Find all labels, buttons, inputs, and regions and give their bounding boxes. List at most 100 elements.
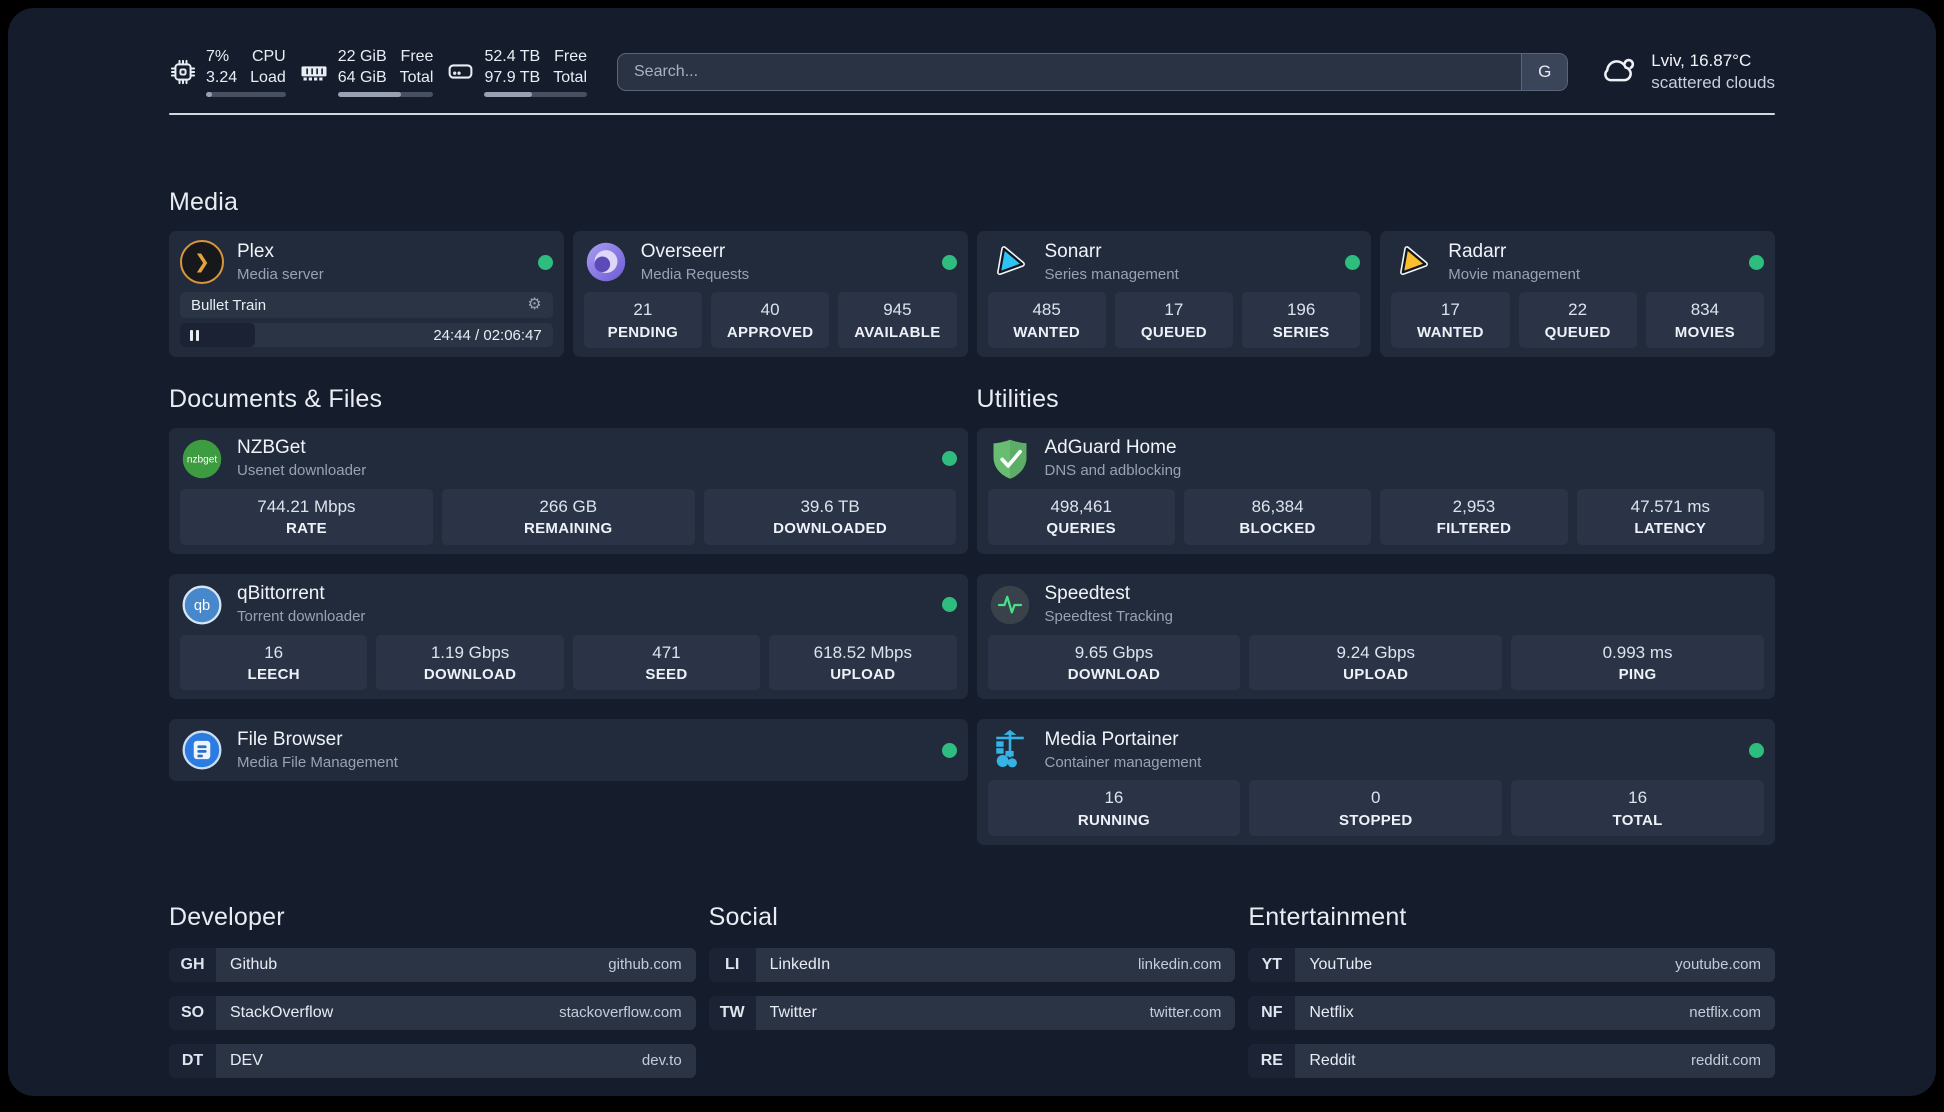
card-subtitle: Media File Management xyxy=(237,753,398,771)
memory-total-label: Total xyxy=(399,69,434,87)
card-title: AdGuard Home xyxy=(1044,437,1177,459)
plex-icon: ❯ xyxy=(180,240,224,285)
cpu-stat: 7% 3.24 CPU Load xyxy=(169,46,286,98)
overseerr-icon xyxy=(584,240,628,284)
card-title: File Browser xyxy=(237,728,343,750)
svg-text:qb: qb xyxy=(194,598,210,614)
card-sonarr[interactable]: Sonarr Series management 485 WANTED 17 Q… xyxy=(976,231,1372,357)
status-dot xyxy=(1749,742,1764,758)
storage-free-value: 52.4 TB xyxy=(484,48,541,65)
status-dot xyxy=(941,597,957,612)
bookmark-name: Netflix xyxy=(1309,1003,1354,1021)
bookmark-linkedin[interactable]: LI LinkedIn linkedin.com xyxy=(708,947,1236,982)
card-subtitle: Series management xyxy=(1044,265,1179,283)
weather-widget: Lviv, 16.87°C scattered clouds xyxy=(1596,50,1775,94)
bookmark-name: StackOverflow xyxy=(230,1003,334,1021)
stat-tile: 266 GB REMAINING xyxy=(441,488,695,545)
card-radarr[interactable]: Radarr Movie management 17 WANTED 22 QUE… xyxy=(1380,231,1775,357)
stat-tile: 618.52 Mbps UPLOAD xyxy=(769,634,957,691)
filebrowser-icon xyxy=(180,728,224,772)
bookmark-name: YouTube xyxy=(1309,955,1373,973)
section-title-entertainment: Entertainment xyxy=(1248,902,1407,931)
storage-stat: 52.4 TB 97.9 TB Free Total xyxy=(446,46,587,98)
stat-tile: 22 QUEUED xyxy=(1518,292,1637,348)
bookmark-dev[interactable]: DT DEV dev.to xyxy=(169,1043,696,1078)
status-dot xyxy=(941,254,957,270)
card-title: Overseerr xyxy=(640,240,726,262)
cpu-icon xyxy=(169,58,197,86)
stat-tile: 16 LEECH xyxy=(180,634,368,691)
search-input[interactable] xyxy=(618,53,1522,90)
search-engine-button[interactable]: G xyxy=(1521,53,1568,90)
bookmark-url: stackoverflow.com xyxy=(559,1004,682,1022)
card-subtitle: Torrent downloader xyxy=(237,607,366,625)
section-title-media: Media xyxy=(169,188,239,217)
section-entertainment: Entertainment YT YouTube youtube.com NF … xyxy=(1248,903,1775,1092)
cpu-progress-fill xyxy=(206,92,212,98)
card-subtitle: Movie management xyxy=(1448,265,1580,283)
topbar: 7% 3.24 CPU Load xyxy=(169,46,1775,98)
storage-total-label: Total xyxy=(553,69,587,87)
card-title: Sonarr xyxy=(1044,240,1102,262)
pause-icon[interactable] xyxy=(190,329,199,341)
card-portainer[interactable]: Media Portainer Container management 16 … xyxy=(976,719,1775,845)
status-dot xyxy=(1749,254,1764,270)
card-nzbget[interactable]: nzbget NZBGet Usenet downloader 744.21 M… xyxy=(169,427,968,554)
card-subtitle: Container management xyxy=(1044,753,1202,771)
section-social: Social LI LinkedIn linkedin.com TW Twitt… xyxy=(708,903,1236,1092)
cpu-usage-label: CPU xyxy=(251,48,286,65)
gear-icon[interactable]: ⚙ xyxy=(527,296,542,314)
card-subtitle: Media server xyxy=(237,265,324,283)
bookmark-abbr: LI xyxy=(708,947,756,982)
dashboard-window: 7% 3.24 CPU Load xyxy=(8,8,1936,1096)
bookmark-netflix[interactable]: NF Netflix netflix.com xyxy=(1248,995,1775,1030)
stat-tile: 40 APPROVED xyxy=(711,292,830,348)
bookmark-url: netflix.com xyxy=(1689,1004,1761,1022)
section-title-developer: Developer xyxy=(169,902,285,931)
search-bar[interactable]: G xyxy=(617,52,1569,91)
portainer-icon xyxy=(988,728,1032,772)
section-title-utilities: Utilities xyxy=(976,384,1059,413)
speedtest-icon xyxy=(988,583,1032,627)
bookmark-stackoverflow[interactable]: SO StackOverflow stackoverflow.com xyxy=(169,995,696,1030)
card-plex[interactable]: ❯ Plex Media server Bullet Train ⚙ 24:44… xyxy=(169,231,564,357)
card-qbittorrent[interactable]: qb qBittorrent Torrent downloader 16 LEE… xyxy=(169,573,968,700)
card-subtitle: Speedtest Tracking xyxy=(1044,607,1173,625)
stat-tile: 47.571 ms LATENCY xyxy=(1576,488,1764,545)
card-title: Speedtest xyxy=(1044,583,1131,605)
card-overseerr[interactable]: Overseerr Media Requests 21 PENDING 40 A… xyxy=(572,231,968,357)
section-documents: Documents & Files nzbget NZBGet U xyxy=(169,385,968,782)
card-adguard[interactable]: AdGuard Home DNS and adblocking 498,461 … xyxy=(976,427,1775,554)
track-title: Bullet Train xyxy=(191,296,267,314)
memory-free-value: 22 GiB xyxy=(337,48,387,65)
stat-tile: 945 AVAILABLE xyxy=(838,292,957,348)
stat-tile: 1.19 Gbps DOWNLOAD xyxy=(376,634,564,691)
bookmark-github[interactable]: GH Github github.com xyxy=(169,947,696,982)
bookmark-abbr: SO xyxy=(169,995,216,1030)
bookmark-abbr: NF xyxy=(1248,995,1296,1030)
bookmark-youtube[interactable]: YT YouTube youtube.com xyxy=(1248,947,1775,982)
bookmark-url: linkedin.com xyxy=(1137,956,1222,974)
card-speedtest[interactable]: Speedtest Speedtest Tracking 9.65 Gbps D… xyxy=(976,573,1775,700)
cpu-progress-bar xyxy=(206,92,286,98)
header-divider xyxy=(169,113,1775,116)
card-title: Media Portainer xyxy=(1044,728,1179,750)
stat-tile: 0.993 ms PING xyxy=(1511,634,1764,691)
cloud-icon xyxy=(1596,50,1640,93)
stat-tile: 834 MOVIES xyxy=(1645,292,1764,348)
bookmark-url: twitter.com xyxy=(1149,1004,1222,1022)
bookmark-name: LinkedIn xyxy=(769,955,831,973)
bookmark-name: Twitter xyxy=(769,1003,817,1021)
bookmark-name: DEV xyxy=(230,1051,263,1069)
bookmark-url: github.com xyxy=(608,956,682,974)
playback-bar[interactable]: 24:44 / 02:06:47 xyxy=(180,323,553,348)
bookmark-twitter[interactable]: TW Twitter twitter.com xyxy=(708,995,1236,1030)
bookmark-url: youtube.com xyxy=(1675,956,1761,974)
card-subtitle: Usenet downloader xyxy=(237,462,367,480)
disk-icon xyxy=(446,57,475,86)
stat-tile: 2,953 FILTERED xyxy=(1380,488,1568,545)
status-dot xyxy=(941,451,957,467)
bookmark-reddit[interactable]: RE Reddit reddit.com xyxy=(1248,1043,1775,1078)
storage-total-value: 97.9 TB xyxy=(484,69,541,87)
card-filebrowser[interactable]: File Browser Media File Management xyxy=(169,719,968,782)
